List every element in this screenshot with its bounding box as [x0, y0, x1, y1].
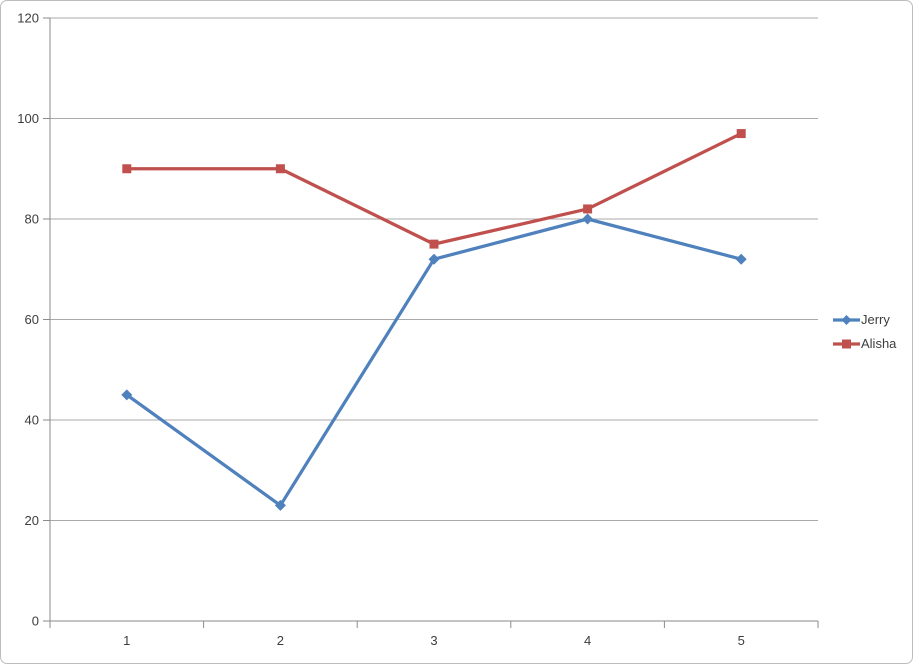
x-tick-label-5: 5 [738, 633, 745, 648]
series-line-alisha [126, 132, 742, 246]
x-tick-label-1: 1 [123, 633, 130, 648]
marker-jerry-5 [735, 253, 747, 265]
x-tick-label-4: 4 [584, 633, 591, 648]
marker-jerry-1 [121, 389, 133, 401]
y-tick-label-20: 20 [25, 513, 39, 528]
x-tick-label-2: 2 [277, 633, 284, 648]
marker-jerry-3 [428, 253, 440, 265]
x-tick-label-3: 3 [430, 633, 437, 648]
marker-alisha-2 [275, 164, 285, 174]
marker-jerry-2 [274, 499, 286, 511]
y-tick-label-0: 0 [32, 614, 39, 629]
marker-jerry-4 [582, 213, 594, 225]
jerry-line-marker-sample [833, 315, 860, 325]
marker-alisha-3 [429, 239, 439, 249]
y-tick-label-60: 60 [25, 312, 39, 327]
legend-item-alisha: Alisha [833, 332, 896, 356]
marker-alisha-5 [736, 129, 746, 139]
y-tick-label-80: 80 [25, 212, 39, 227]
marker-alisha-1 [122, 164, 132, 174]
legend-label-jerry: Jerry [861, 312, 890, 327]
legend-label-alisha: Alisha [861, 336, 897, 351]
alisha-line-marker-sample [833, 339, 860, 349]
y-tick-label-100: 100 [17, 111, 39, 126]
marker-alisha-4 [583, 204, 593, 214]
chart-legend: Jerry Alisha [833, 308, 896, 356]
y-tick-label-120: 120 [17, 11, 39, 26]
y-tick-label-40: 40 [25, 413, 39, 428]
legend-item-jerry: Jerry [833, 308, 896, 332]
